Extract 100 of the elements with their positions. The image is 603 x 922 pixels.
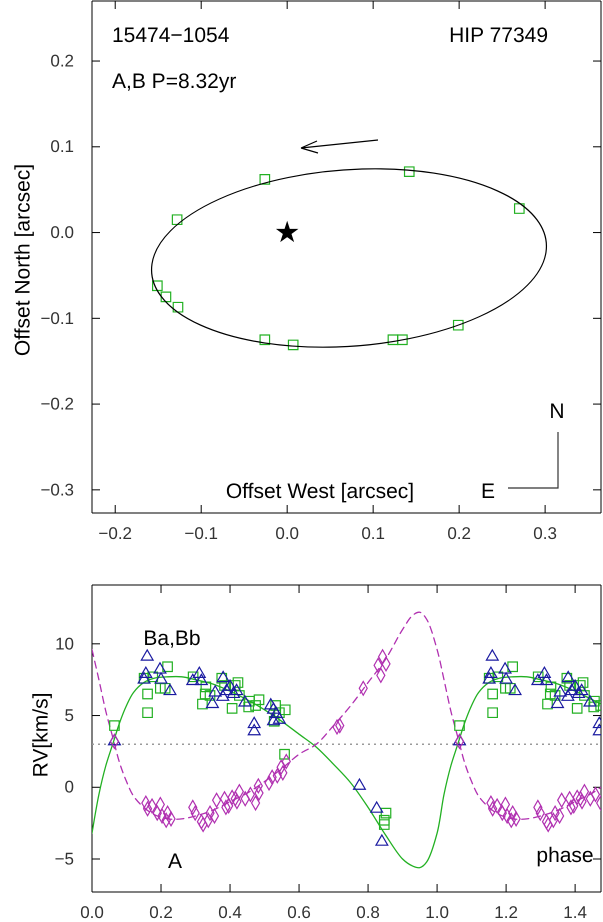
point <box>188 671 198 682</box>
point <box>216 670 230 682</box>
x-tick-label: 0.0 <box>275 524 299 544</box>
point <box>267 702 280 714</box>
point <box>216 690 230 701</box>
point <box>500 672 513 684</box>
point <box>572 686 586 698</box>
x-axis-title: Offset West [arcsec] <box>226 480 414 503</box>
point <box>452 320 464 331</box>
point <box>243 702 254 712</box>
point <box>551 696 564 708</box>
x-tick-label: 0.0 <box>80 903 104 922</box>
x-tick-label: −0.1 <box>184 524 218 544</box>
point <box>378 814 390 826</box>
point <box>508 684 522 696</box>
point <box>486 649 499 661</box>
point <box>583 695 596 707</box>
point <box>200 682 212 692</box>
point <box>454 720 465 731</box>
point <box>248 716 261 728</box>
annotation: 15474−1054 <box>112 24 230 47</box>
point <box>226 703 238 714</box>
point <box>279 748 290 760</box>
y-tick-label: 10 <box>55 634 74 654</box>
point <box>142 688 153 700</box>
point <box>208 685 222 697</box>
point <box>152 280 163 292</box>
point <box>160 682 170 694</box>
annotation: Ba,Bb <box>143 627 201 650</box>
point <box>194 674 208 686</box>
point <box>164 684 176 696</box>
point <box>579 690 590 701</box>
point <box>224 679 237 691</box>
point <box>352 778 366 790</box>
point <box>375 834 388 846</box>
point <box>248 724 261 736</box>
point <box>561 690 574 701</box>
point <box>554 685 567 697</box>
y-tick-label: −0.1 <box>40 308 74 328</box>
point <box>220 684 234 696</box>
point <box>578 677 588 688</box>
point <box>153 662 166 674</box>
annotation: E <box>480 480 496 503</box>
point <box>538 666 551 678</box>
point <box>172 302 184 313</box>
point <box>568 679 582 691</box>
point <box>544 688 556 700</box>
point <box>500 682 511 694</box>
point <box>259 334 270 346</box>
point <box>200 688 211 700</box>
point <box>192 666 206 678</box>
point <box>108 734 121 746</box>
point <box>546 682 556 692</box>
point <box>172 214 182 226</box>
point <box>388 334 398 346</box>
x-tick-label: 1.2 <box>494 903 518 922</box>
x-tick-label: −0.2 <box>98 524 132 544</box>
point <box>140 649 154 661</box>
point <box>109 720 120 731</box>
point <box>238 695 252 707</box>
x-tick-label: 0.1 <box>361 524 385 544</box>
point <box>565 684 578 696</box>
annotation: A,B P=8.32yr <box>112 70 236 93</box>
point <box>498 662 512 674</box>
point <box>540 674 553 686</box>
point <box>162 661 173 672</box>
point <box>572 703 583 714</box>
point <box>574 680 586 691</box>
x-tick-label: 0.6 <box>287 903 311 922</box>
point <box>561 672 572 684</box>
point <box>588 702 600 712</box>
point <box>370 801 384 813</box>
point <box>186 674 200 686</box>
point <box>234 690 245 701</box>
y-tick-label: −0.2 <box>40 394 74 414</box>
point <box>562 670 575 682</box>
point <box>532 671 544 682</box>
point <box>507 661 518 672</box>
point <box>575 684 588 696</box>
point <box>197 698 208 710</box>
annotation: N <box>549 400 565 423</box>
annotation: A <box>168 850 182 873</box>
x-tick-label: 1.4 <box>563 903 587 922</box>
point <box>404 166 415 178</box>
point <box>487 688 498 700</box>
point <box>250 700 261 711</box>
point <box>542 698 553 710</box>
point <box>147 671 158 682</box>
x-tick-label: 0.8 <box>356 903 380 922</box>
y-tick-label: 0.0 <box>50 223 74 242</box>
annotation: HIP 77349 <box>449 24 548 47</box>
x-tick-label: 0.2 <box>149 903 173 922</box>
point <box>492 671 504 682</box>
point <box>139 666 152 678</box>
point <box>397 334 408 346</box>
point <box>378 819 390 830</box>
y-tick-label: 5 <box>64 706 74 725</box>
point <box>270 706 283 718</box>
y-tick-label: 0 <box>64 778 74 797</box>
y-axis-title: Offset North [arcsec] <box>11 164 34 356</box>
